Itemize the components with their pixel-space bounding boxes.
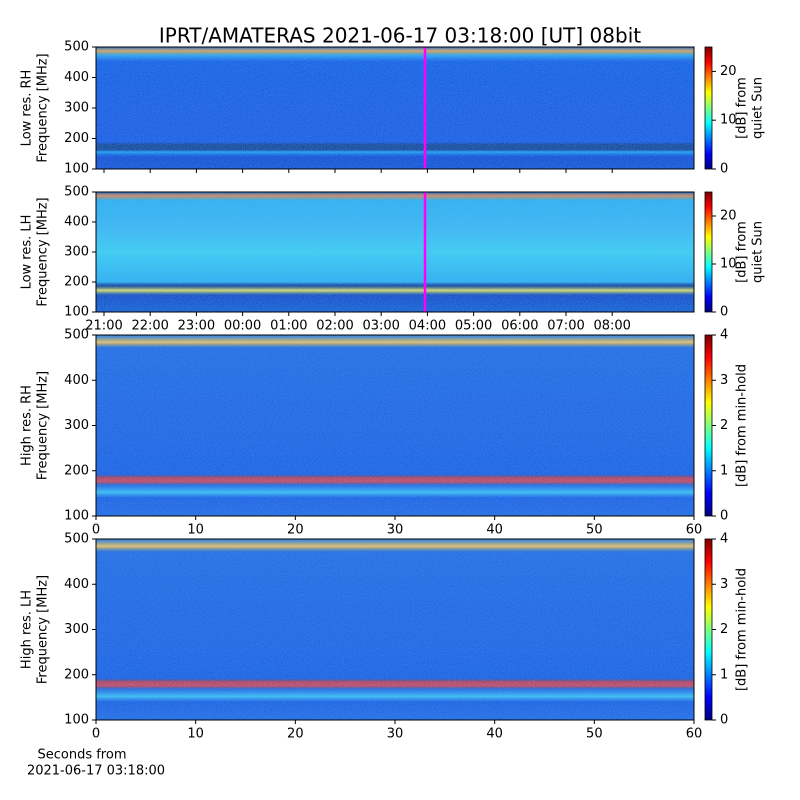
y-tick-label: 100 <box>64 713 89 728</box>
x-tick-label: 06:00 <box>501 319 538 334</box>
y-tick-label: 400 <box>64 577 89 592</box>
colorbar-tick-label: 4 <box>720 328 728 343</box>
y-axis-label: Frequency [MHz] <box>36 197 51 306</box>
colorbar-label: quiet Sun <box>751 77 766 139</box>
x-tick-label: 04:00 <box>409 319 446 334</box>
x-tick-label: 01:00 <box>270 319 307 334</box>
y-tick-label: 200 <box>64 275 89 290</box>
colorbar-tick-label: 0 <box>720 509 728 524</box>
colorbar-tick-label: 3 <box>720 577 728 592</box>
y-axis-label: Low res. RH <box>20 70 35 147</box>
x-tick-label: 30 <box>387 523 404 538</box>
x-tick-label: 22:00 <box>131 319 168 334</box>
x-tick-label: 20 <box>287 523 304 538</box>
colorbar <box>704 538 713 721</box>
x-axis-label: 2021-06-17 03:18:00 <box>27 764 165 779</box>
y-tick-label: 300 <box>64 245 89 260</box>
x-tick-label: 10 <box>187 523 204 538</box>
y-axis-label: Frequency [MHz] <box>36 53 51 162</box>
x-tick-label: 23:00 <box>178 319 215 334</box>
chart-title: IPRT/AMATERAS 2021-06-17 03:18:00 [UT] 0… <box>159 24 641 48</box>
y-axis-label: Frequency [MHz] <box>36 371 51 480</box>
x-tick-label: 40 <box>486 727 503 742</box>
x-tick-label: 10 <box>187 727 204 742</box>
colorbar <box>704 46 713 170</box>
colorbar-tick-label: 3 <box>720 373 728 388</box>
colorbar-tick-label: 20 <box>720 209 737 224</box>
x-tick-label: 30 <box>387 727 404 742</box>
y-tick-label: 200 <box>64 463 89 478</box>
x-tick-label: 03:00 <box>362 319 399 334</box>
colorbar <box>704 334 713 517</box>
y-tick-label: 500 <box>64 185 89 200</box>
x-tick-label: 0 <box>92 727 100 742</box>
x-tick-label: 02:00 <box>316 319 353 334</box>
y-tick-label: 100 <box>64 509 89 524</box>
x-tick-label: 07:00 <box>547 319 584 334</box>
colorbar-label: [dB] from <box>735 77 750 139</box>
y-tick-label: 400 <box>64 373 89 388</box>
x-tick-label: 20 <box>287 727 304 742</box>
y-axis-label: Frequency [MHz] <box>36 575 51 684</box>
y-tick-label: 500 <box>64 40 89 55</box>
spectrogram <box>96 539 694 720</box>
colorbar-label: [dB] from min-hold <box>735 568 750 691</box>
y-tick-label: 300 <box>64 101 89 116</box>
colorbar <box>704 191 713 313</box>
colorbar-tick-label: 2 <box>720 622 728 637</box>
spectrogram <box>96 47 694 169</box>
colorbar-label: quiet Sun <box>751 221 766 283</box>
x-tick-label: 21:00 <box>85 319 122 334</box>
y-axis-label: High res. RH <box>20 385 35 466</box>
x-tick-label: 0 <box>92 523 100 538</box>
colorbar-label: [dB] from <box>735 221 750 283</box>
colorbar-tick-label: 4 <box>720 532 728 547</box>
x-tick-label: 60 <box>686 727 703 742</box>
x-tick-label: 50 <box>586 523 603 538</box>
y-tick-label: 200 <box>64 667 89 682</box>
x-tick-label: 50 <box>586 727 603 742</box>
y-tick-label: 300 <box>64 622 89 637</box>
colorbar-tick-label: 1 <box>720 667 728 682</box>
colorbar-tick-label: 10 <box>720 113 737 128</box>
y-tick-label: 400 <box>64 215 89 230</box>
y-axis-label: High res. LH <box>20 590 35 669</box>
y-tick-label: 500 <box>64 328 89 343</box>
colorbar-tick-label: 10 <box>720 257 737 272</box>
x-tick-label: 05:00 <box>455 319 492 334</box>
colorbar-tick-label: 2 <box>720 418 728 433</box>
y-axis-label: Low res. LH <box>20 215 35 290</box>
x-tick-label: 08:00 <box>593 319 630 334</box>
colorbar-tick-label: 0 <box>720 713 728 728</box>
spectrogram <box>96 335 694 516</box>
colorbar-tick-label: 20 <box>720 64 737 79</box>
x-tick-label: 60 <box>686 523 703 538</box>
colorbar-label: [dB] from min-hold <box>735 364 750 487</box>
colorbar-tick-label: 0 <box>720 305 728 320</box>
colorbar-tick-label: 0 <box>720 162 728 177</box>
y-tick-label: 500 <box>64 532 89 547</box>
x-tick-label: 00:00 <box>224 319 261 334</box>
x-tick-label: 40 <box>486 523 503 538</box>
y-tick-label: 400 <box>64 70 89 85</box>
y-tick-label: 100 <box>64 305 89 320</box>
x-axis-label: Seconds from <box>37 748 126 763</box>
colorbar-tick-label: 1 <box>720 463 728 478</box>
y-tick-label: 200 <box>64 131 89 146</box>
y-tick-label: 100 <box>64 162 89 177</box>
y-tick-label: 300 <box>64 418 89 433</box>
spectrogram <box>96 192 694 312</box>
